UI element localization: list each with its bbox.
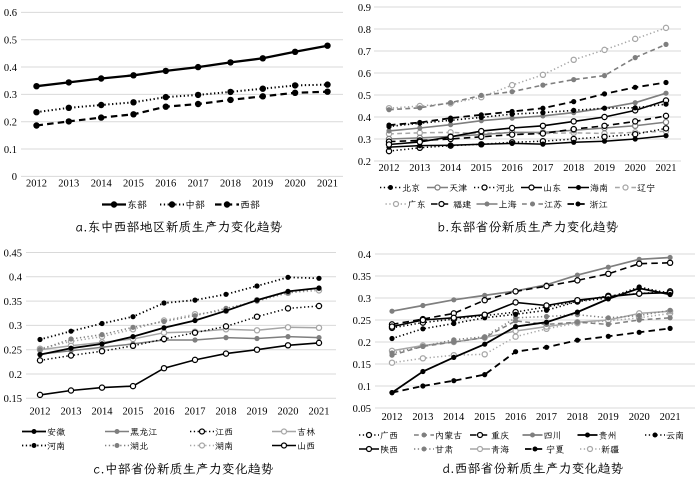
svg-text:0.4: 0.4 [358, 113, 372, 124]
svg-text:0.7: 0.7 [358, 47, 371, 58]
svg-text:2020: 2020 [625, 163, 646, 174]
svg-text:2019: 2019 [594, 163, 615, 174]
svg-text:2013: 2013 [409, 163, 430, 174]
svg-text:0.2: 0.2 [4, 118, 17, 129]
svg-text:2016: 2016 [155, 179, 176, 190]
svg-text:2017: 2017 [536, 412, 557, 423]
svg-text:2017: 2017 [532, 163, 553, 174]
svg-text:2012: 2012 [382, 412, 403, 423]
svg-text:2019: 2019 [247, 407, 268, 418]
svg-text:0.3: 0.3 [4, 90, 17, 101]
svg-text:0.35: 0.35 [353, 272, 371, 283]
svg-text:0.1: 0.1 [4, 145, 17, 156]
svg-text:2021: 2021 [656, 163, 677, 174]
svg-text:0.25: 0.25 [4, 346, 22, 357]
svg-text:2020: 2020 [629, 412, 650, 423]
svg-text:0.9: 0.9 [358, 3, 371, 14]
svg-text:2015: 2015 [474, 412, 495, 423]
svg-text:2015: 2015 [471, 163, 492, 174]
svg-text:0.8: 0.8 [358, 25, 371, 36]
svg-text:2012: 2012 [30, 407, 51, 418]
svg-text:2021: 2021 [309, 407, 330, 418]
svg-text:0.6: 0.6 [358, 69, 371, 80]
svg-text:0: 0 [12, 172, 17, 183]
svg-text:2019: 2019 [252, 179, 273, 190]
svg-text:0.25: 0.25 [353, 316, 371, 327]
svg-text:2012: 2012 [379, 163, 400, 174]
svg-text:0.05: 0.05 [353, 404, 371, 415]
svg-text:2014: 2014 [440, 163, 462, 174]
svg-text:0.4: 0.4 [9, 273, 23, 284]
svg-text:2018: 2018 [216, 407, 237, 418]
svg-text:0.4: 0.4 [4, 63, 18, 74]
svg-text:2018: 2018 [220, 179, 241, 190]
svg-text:2015: 2015 [123, 407, 144, 418]
svg-text:0.5: 0.5 [358, 91, 371, 102]
svg-text:2014: 2014 [92, 407, 114, 418]
svg-text:2013: 2013 [61, 407, 82, 418]
svg-text:2016: 2016 [154, 407, 175, 418]
svg-text:2015: 2015 [123, 179, 144, 190]
svg-text:0.2: 0.2 [358, 338, 371, 349]
svg-text:2016: 2016 [502, 163, 523, 174]
svg-text:0.5: 0.5 [4, 36, 17, 47]
svg-text:0.2: 0.2 [9, 370, 22, 381]
svg-text:0.6: 0.6 [4, 8, 17, 19]
svg-text:0.15: 0.15 [4, 394, 22, 405]
svg-text:2016: 2016 [505, 412, 526, 423]
svg-text:2020: 2020 [285, 179, 306, 190]
svg-text:2013: 2013 [58, 179, 79, 190]
svg-text:0.3: 0.3 [9, 321, 22, 332]
svg-text:2021: 2021 [317, 179, 338, 190]
svg-text:2018: 2018 [567, 412, 588, 423]
svg-text:2021: 2021 [660, 412, 681, 423]
svg-text:0.3: 0.3 [358, 294, 371, 305]
svg-text:0.45: 0.45 [4, 248, 22, 259]
svg-text:2018: 2018 [563, 163, 584, 174]
svg-text:0.3: 0.3 [358, 135, 371, 146]
svg-text:0.35: 0.35 [4, 297, 22, 308]
svg-text:0.4: 0.4 [358, 250, 372, 261]
svg-text:0.1: 0.1 [358, 382, 371, 393]
svg-text:2013: 2013 [412, 412, 433, 423]
svg-text:2019: 2019 [598, 412, 619, 423]
svg-text:2014: 2014 [91, 179, 113, 190]
svg-text:2017: 2017 [188, 179, 209, 190]
svg-text:2014: 2014 [443, 412, 465, 423]
svg-text:2012: 2012 [26, 179, 47, 190]
svg-text:0.15: 0.15 [353, 360, 371, 371]
svg-text:2020: 2020 [278, 407, 299, 418]
svg-text:2017: 2017 [185, 407, 206, 418]
svg-text:0.2: 0.2 [358, 157, 371, 168]
